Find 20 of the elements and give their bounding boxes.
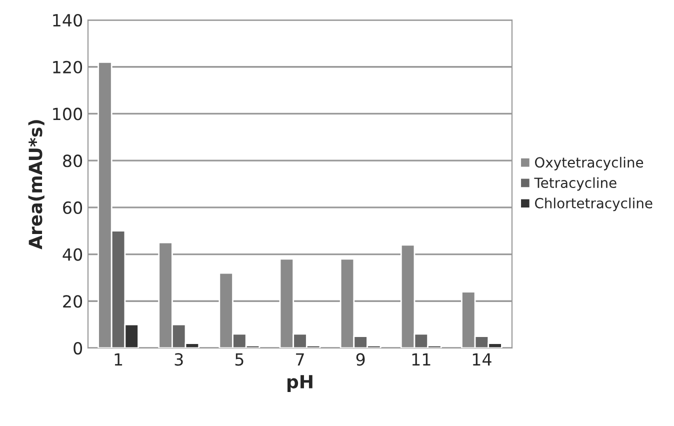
y-tick-label: 20 [63,295,82,308]
x-tick-label: 11 [412,353,430,366]
y-tick-label: 0 [74,342,82,355]
y-tick-label: 80 [63,154,82,168]
y-tick-label: 140 [53,14,82,27]
legend-label: Tetracycline [534,177,616,191]
x-tick-label: 7 [296,353,304,366]
y-tick-label: 120 [53,60,82,74]
legend-label: Chlortetracycline [535,198,652,212]
y-tick-label: 100 [53,108,82,120]
x-axis-title: pH [288,375,312,392]
x-tick-label: 5 [235,353,244,366]
y-tick-label: 60 [63,201,82,214]
y-axis-title: Area(mAU*s) [28,120,44,250]
x-tick-label: 1 [114,353,122,366]
x-tick-label: 14 [472,353,492,366]
x-tick-label: 3 [174,353,183,366]
x-tick-label: 9 [356,353,365,366]
y-tick-label: 40 [62,248,82,261]
legend-label: Oxytetracycline [535,156,644,170]
